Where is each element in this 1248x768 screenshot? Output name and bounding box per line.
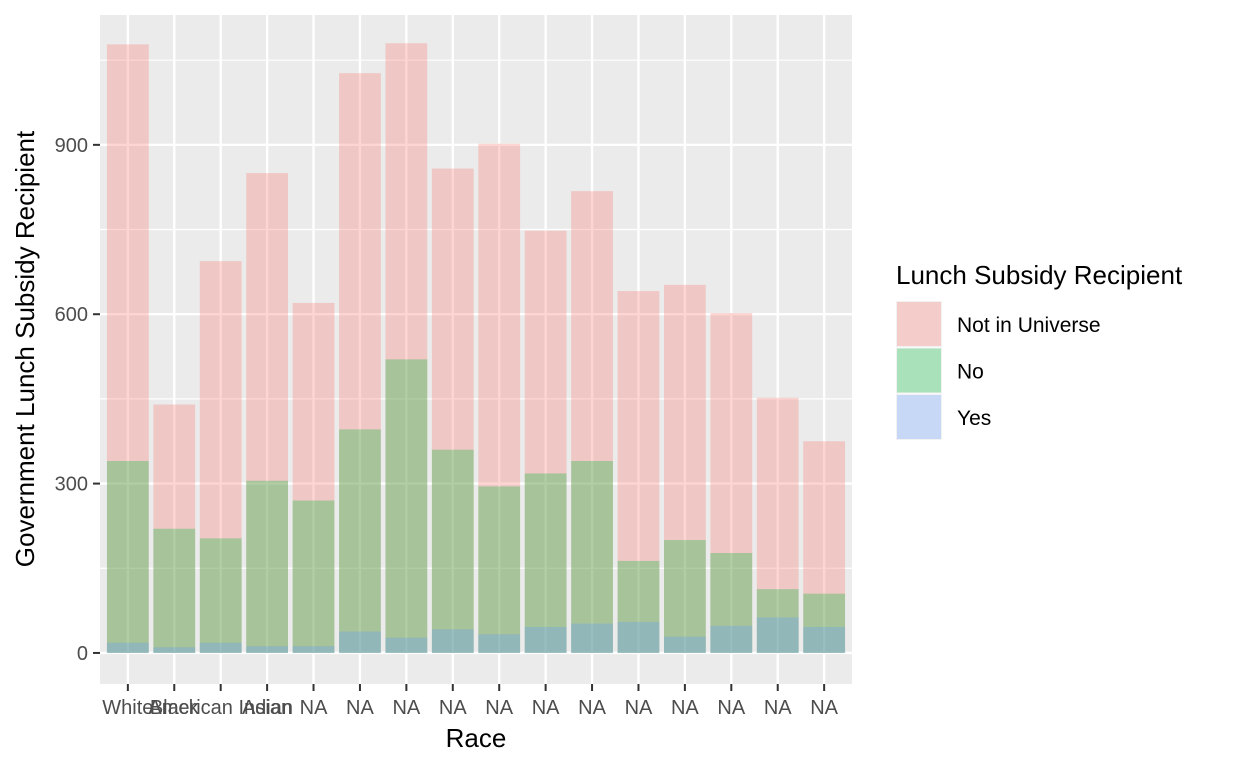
legend-title: Lunch Subsidy Recipient: [896, 260, 1183, 290]
bar-not-in-universe: [478, 143, 521, 653]
bar-yes: [431, 629, 474, 653]
x-tick-label: NA: [810, 697, 838, 719]
bar-yes: [571, 623, 613, 653]
bar-no: [756, 589, 799, 653]
bars: [106, 43, 846, 653]
bar-yes: [106, 642, 149, 653]
x-tick-label: Black: [150, 697, 200, 719]
legend-label-not-in-universe: Not in Universe: [957, 314, 1101, 337]
bar-not-in-universe: [664, 284, 706, 653]
x-tick-label: American Indian: [148, 697, 293, 719]
bar-not-in-universe: [246, 173, 288, 653]
bar-no: [803, 593, 846, 653]
bar-yes: [385, 637, 428, 653]
bar-no: [339, 429, 381, 653]
bar-not-in-universe: [153, 404, 196, 653]
bar-not-in-universe: [385, 43, 428, 653]
x-tick-label: Asian: [242, 697, 292, 719]
y-tick-label: 600: [55, 304, 88, 326]
bar-not-in-universe: [617, 291, 660, 653]
legend: Lunch Subsidy Recipient Not in Universe N…: [896, 260, 1183, 440]
legend-key-not-in-universe: [897, 302, 941, 346]
x-tick-label: NA: [625, 697, 653, 719]
x-tick-label: NA: [392, 697, 420, 719]
bar-no: [199, 538, 242, 653]
bar-not-in-universe: [524, 230, 567, 653]
y-tick-label: 900: [55, 135, 88, 157]
x-tick-label: NA: [764, 697, 792, 719]
grid-major: [100, 15, 852, 684]
bar-no: [478, 486, 521, 653]
bar-not-in-universe: [756, 397, 799, 653]
legend-key-background: [896, 394, 942, 440]
bar-not-in-universe: [803, 441, 846, 653]
bar-no: [571, 461, 613, 653]
bar-not-in-universe: [710, 313, 753, 653]
x-axis-title: Race: [446, 723, 507, 753]
legend-key-background: [896, 347, 942, 394]
bar-not-in-universe: [339, 73, 381, 653]
bar-no: [153, 528, 196, 653]
bar-no: [664, 540, 706, 653]
bar-no: [292, 500, 335, 653]
x-tick-label: White: [102, 697, 153, 719]
legend-key-background: [896, 301, 942, 347]
bar-yes: [756, 617, 799, 653]
bar-not-in-universe: [199, 261, 242, 653]
bar-not-in-universe: [571, 191, 613, 653]
bar-yes: [478, 634, 521, 653]
bar-no: [431, 449, 474, 653]
bar-yes: [524, 626, 567, 653]
bar-yes: [617, 621, 660, 653]
y-axis: 0 300 600 900: [55, 135, 100, 665]
bar-not-in-universe: [431, 168, 474, 653]
grid-minor: [100, 59, 852, 569]
x-tick-label: NA: [439, 697, 467, 719]
bar-no: [710, 553, 753, 653]
bar-yes: [246, 646, 288, 653]
x-tick-label: NA: [485, 697, 513, 719]
x-tick-label: NA: [671, 697, 699, 719]
bar-yes: [339, 631, 381, 653]
bar-no: [617, 560, 660, 653]
bar-yes: [292, 646, 335, 653]
x-tick-label: NA: [300, 697, 328, 719]
bar-yes: [710, 625, 753, 653]
bar-not-in-universe: [106, 44, 149, 653]
x-tick-label: NA: [578, 697, 606, 719]
y-axis-title: Government Lunch Subsidy Recipient: [10, 130, 40, 567]
y-tick-label: 300: [55, 474, 88, 496]
legend-label-no: No: [957, 361, 984, 384]
x-tick-label: NA: [717, 697, 745, 719]
bar-no: [246, 480, 288, 653]
legend-key-yes: [897, 395, 941, 439]
legend-key-no: [897, 348, 941, 393]
bar-no: [524, 473, 567, 653]
legend-label-yes: Yes: [957, 407, 991, 430]
bar-yes: [153, 647, 196, 653]
bar-yes: [664, 636, 706, 653]
bar-yes: [803, 626, 846, 653]
x-tick-label: NA: [346, 697, 374, 719]
bar-yes: [199, 642, 242, 653]
panel-background: [100, 15, 852, 684]
bar-no: [385, 359, 428, 653]
bar-not-in-universe: [292, 302, 335, 653]
bar-no: [106, 461, 149, 653]
y-tick-label: 0: [77, 643, 88, 665]
x-tick-label: NA: [532, 697, 560, 719]
